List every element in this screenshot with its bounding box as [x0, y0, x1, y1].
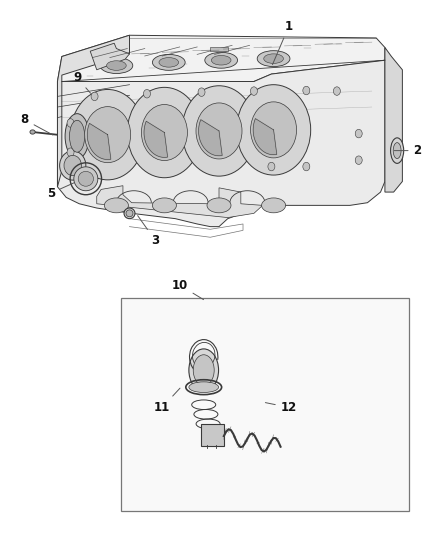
Ellipse shape [126, 210, 133, 217]
Ellipse shape [391, 138, 404, 164]
Text: 3: 3 [138, 216, 160, 247]
Ellipse shape [159, 58, 179, 67]
Polygon shape [385, 47, 403, 192]
Ellipse shape [152, 198, 177, 213]
Circle shape [196, 103, 242, 159]
Circle shape [141, 104, 187, 160]
Polygon shape [87, 123, 111, 159]
Polygon shape [97, 185, 263, 217]
Text: 8: 8 [21, 114, 53, 135]
Ellipse shape [74, 167, 98, 191]
Text: 1: 1 [272, 20, 293, 64]
Polygon shape [253, 119, 277, 155]
Circle shape [85, 107, 131, 163]
Ellipse shape [70, 120, 85, 152]
Ellipse shape [257, 51, 290, 67]
Ellipse shape [393, 143, 401, 159]
Circle shape [67, 148, 74, 157]
Ellipse shape [261, 198, 286, 213]
Text: 12: 12 [265, 401, 297, 414]
Ellipse shape [100, 58, 133, 74]
Ellipse shape [189, 382, 219, 392]
Circle shape [91, 92, 98, 101]
Ellipse shape [207, 198, 231, 213]
Circle shape [127, 87, 201, 177]
Ellipse shape [152, 54, 185, 70]
Ellipse shape [64, 156, 81, 175]
Polygon shape [210, 47, 228, 51]
Polygon shape [57, 60, 385, 227]
Circle shape [303, 163, 310, 171]
Ellipse shape [264, 54, 283, 63]
Circle shape [182, 86, 256, 176]
Circle shape [303, 86, 310, 95]
Polygon shape [90, 43, 130, 70]
Circle shape [268, 163, 275, 171]
Circle shape [251, 102, 297, 158]
Polygon shape [198, 119, 222, 156]
Circle shape [198, 88, 205, 96]
Ellipse shape [124, 208, 135, 219]
Ellipse shape [193, 355, 214, 385]
Ellipse shape [205, 52, 237, 68]
Text: 2: 2 [394, 144, 422, 157]
Ellipse shape [104, 198, 128, 213]
Ellipse shape [65, 114, 89, 159]
Text: 11: 11 [154, 388, 180, 414]
Text: 9: 9 [73, 71, 91, 93]
Ellipse shape [78, 171, 93, 186]
Ellipse shape [212, 55, 231, 65]
Circle shape [67, 119, 74, 127]
Circle shape [333, 87, 340, 95]
Text: 10: 10 [172, 279, 204, 300]
Circle shape [251, 87, 258, 95]
FancyBboxPatch shape [201, 424, 224, 446]
Bar [121, 298, 409, 511]
Ellipse shape [106, 61, 126, 70]
Polygon shape [57, 35, 130, 187]
Circle shape [237, 85, 311, 175]
Circle shape [144, 90, 150, 98]
Ellipse shape [60, 151, 86, 180]
Polygon shape [144, 121, 168, 157]
Ellipse shape [189, 349, 219, 391]
Text: 5: 5 [47, 183, 74, 200]
Polygon shape [57, 35, 385, 82]
Circle shape [355, 156, 362, 165]
Circle shape [71, 90, 145, 180]
Circle shape [355, 130, 362, 138]
Ellipse shape [30, 130, 35, 134]
